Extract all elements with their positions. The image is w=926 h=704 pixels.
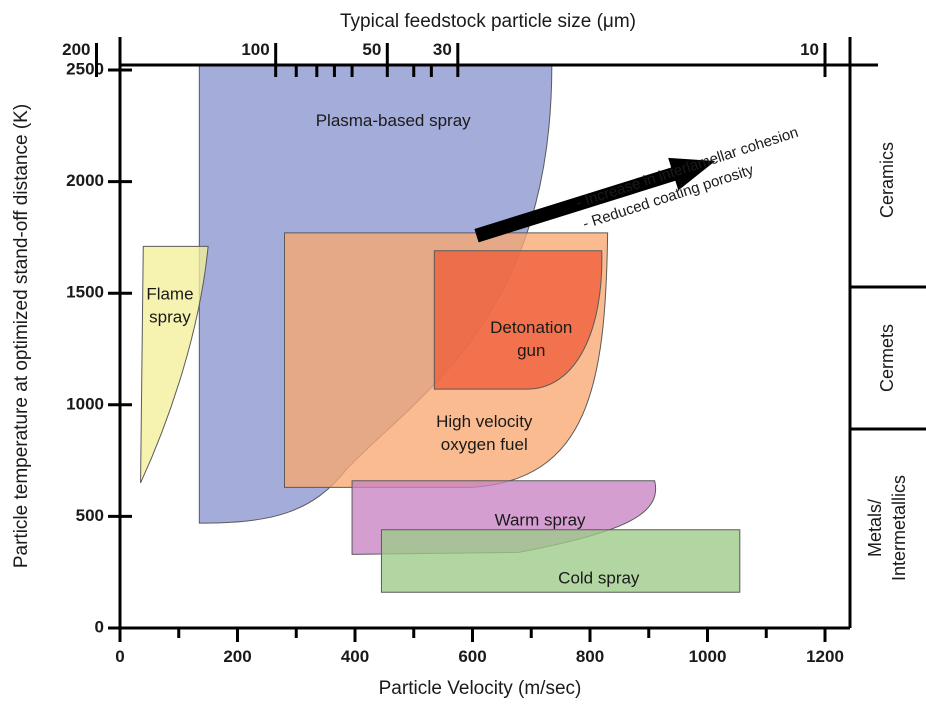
materials-panel: Ceramics Cermets Metals/Intermetallics <box>850 142 926 581</box>
x-tick-label: 400 <box>341 647 369 666</box>
y-tick-label: 1500 <box>66 283 104 302</box>
y-axis-label: Particle temperature at optimized stand-… <box>11 104 32 568</box>
y-tick-label: 0 <box>95 617 104 636</box>
axes-layer: 0 500 1000 1500 2000 2500 0 200 400 600 800 1000 120… <box>62 37 878 666</box>
region-label-detonation-gun: gun <box>517 341 545 360</box>
x-tick-label: 800 <box>576 647 604 666</box>
region-label-high-velocity-oxygen-fuel: High velocity <box>436 412 533 431</box>
y-tick-label: 2500 <box>66 59 104 78</box>
y-tick-label: 500 <box>76 506 104 525</box>
arrow-shape <box>474 157 716 243</box>
material-metals: Metals/Intermetallics <box>865 475 909 581</box>
x-tick-label: 200 <box>223 647 251 666</box>
material-cermets: Cermets <box>877 324 897 392</box>
top-tick-label: 10 <box>800 40 819 59</box>
region-label-detonation-gun: Detonation <box>490 318 572 337</box>
region-label-high-velocity-oxygen-fuel: oxygen fuel <box>441 435 528 454</box>
x-axis-label: Particle Velocity (m/sec) <box>379 678 582 699</box>
material-label: Metals/ <box>865 499 885 557</box>
x-tick-label: 1200 <box>806 647 844 666</box>
region-flame-spray <box>140 245 209 484</box>
material-label: Ceramics <box>877 142 897 218</box>
x-tick-label: 1000 <box>689 647 727 666</box>
improvement-arrow <box>474 157 716 243</box>
y-tick-label: 1000 <box>66 394 104 413</box>
material-label: Intermetallics <box>889 475 909 581</box>
top-tick-label: 200 <box>62 40 90 59</box>
top-tick-label: 100 <box>241 40 269 59</box>
top-tick-label: 50 <box>362 40 381 59</box>
x-tick-label: 0 <box>115 647 124 666</box>
x-tick-label: 600 <box>458 647 486 666</box>
top-axis-label: Typical feedstock particle size (μm) <box>340 11 636 32</box>
region-label-flame-spray: spray <box>149 308 191 327</box>
region-label-cold-spray: Cold spray <box>558 568 640 587</box>
region-label-plasma-based-spray: Plasma-based spray <box>316 111 471 130</box>
region-label-flame-spray: Flame <box>146 285 193 304</box>
top-tick-label: 30 <box>433 40 452 59</box>
region-label-warm-spray: Warm spray <box>495 510 586 529</box>
material-ceramics: Ceramics <box>877 142 897 218</box>
region-detonation-gun <box>433 250 603 390</box>
region-cold-spray <box>380 529 741 593</box>
y-tick-label: 2000 <box>66 171 104 190</box>
material-label: Cermets <box>877 324 897 392</box>
regions-layer: Plasma-based spray Flame spray High velocit… <box>140 65 741 593</box>
